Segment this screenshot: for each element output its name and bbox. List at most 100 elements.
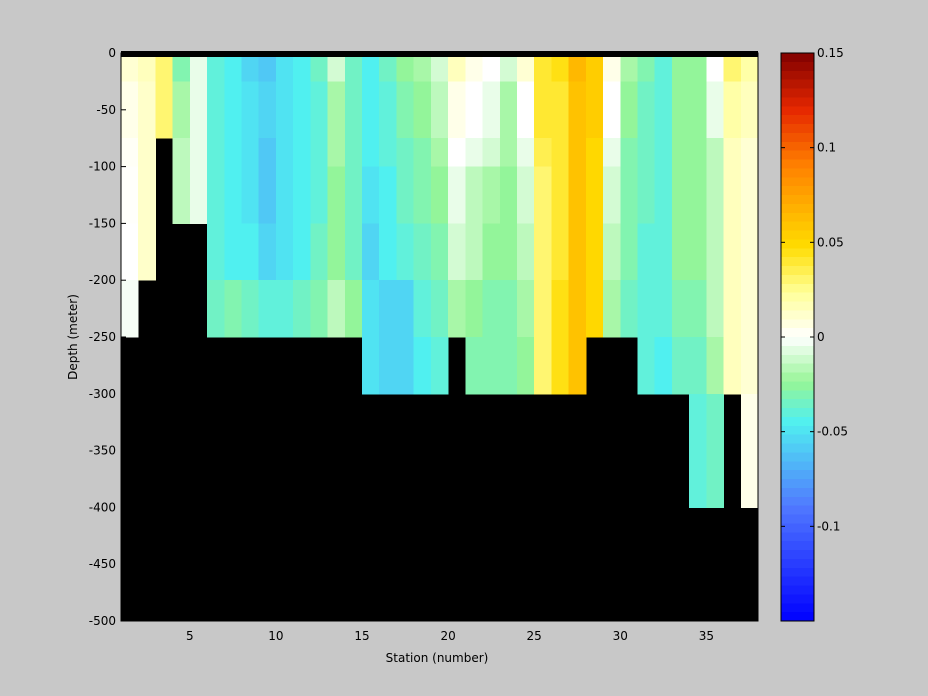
heatmap-cell [585,166,604,224]
colorbar-swatch [781,416,814,427]
colorbar-swatch [781,434,814,444]
heatmap-cell [224,58,243,82]
heatmap-cell [241,166,260,224]
heatmap-cell [585,58,604,82]
heatmap-cell [327,223,346,281]
heatmap-cell [138,58,156,82]
heatmap-cell [344,223,363,281]
colorbar-swatch [781,594,814,604]
heatmap-cell [258,58,277,82]
colorbar-swatch [781,550,814,560]
heatmap-cell [189,81,208,139]
heatmap-cell [258,81,277,139]
heatmap-cell [551,223,570,281]
heatmap-cell [310,58,329,82]
colorbar-swatch [781,168,814,178]
heatmap-cell [121,280,139,338]
heatmap-cell [551,337,570,395]
colorbar-swatch [781,97,814,107]
heatmap-cell [620,223,638,281]
heatmap-cell [740,337,759,395]
heatmap-cell [723,223,742,281]
colorbar-tick-label: -0.1 [817,519,840,533]
colorbar-swatch [781,292,814,302]
colorbar-swatch [781,381,814,391]
x-tick-label: 25 [527,629,542,643]
y-tick-label: -350 [89,444,116,458]
colorbar-tick-label: 0.05 [817,235,844,249]
heatmap-cell [465,138,484,168]
colorbar-swatch [781,266,814,276]
heatmap-cell [413,337,432,395]
heatmap-cell [207,280,225,338]
heatmap-cell [362,337,380,395]
heatmap-cell [362,58,380,82]
y-tick-label: -250 [89,330,116,344]
heatmap-cell [430,58,449,82]
heatmap-cell [275,81,294,139]
heatmap-cell [740,223,759,281]
colorbar-swatch [781,363,814,373]
heatmap-cell [499,337,518,395]
heatmap-cell [654,58,673,82]
heatmap-cell [207,58,225,82]
heatmap-cell [620,81,638,139]
heatmap-cell [189,138,208,168]
heatmap-cell [293,223,311,281]
colorbar-swatch [781,115,814,125]
heatmap-cell [654,223,673,281]
heatmap-cell [603,81,621,139]
heatmap-cell [465,166,484,224]
heatmap-cell [430,223,449,281]
colorbar-swatch [781,132,814,143]
heatmap-cell [534,337,552,395]
heatmap-cell [706,138,725,168]
heatmap-cell [448,58,466,82]
colorbar-swatch [781,257,814,267]
y-tick-label: -150 [89,216,116,230]
heatmap-cell [413,280,432,338]
heatmap-cell [448,280,466,338]
heatmap-cell [482,166,501,224]
heatmap-cell [241,58,260,82]
heatmap-cell [172,166,191,224]
heatmap-cell [362,223,380,281]
colorbar-swatch [781,283,814,294]
colorbar-tick-label: 0.15 [817,46,844,60]
heatmap-cell [138,223,156,281]
heatmap-cell [396,337,415,395]
heatmap-cell [740,138,759,168]
heatmap-cell [310,138,329,168]
colorbar-swatch [781,159,814,169]
heatmap-cell [499,138,518,168]
heatmap-cell [293,58,311,82]
heatmap-cell [344,138,363,168]
y-tick-label: -50 [96,103,116,117]
heatmap-cell [310,166,329,224]
heatmap-cell [551,166,570,224]
colorbar-swatch [781,141,814,152]
heatmap-cell [396,280,415,338]
colorbar-tick-label: 0.1 [817,141,836,155]
heatmap-cell [310,223,329,281]
colorbar-swatch [781,328,814,338]
heatmap-cell [723,58,742,82]
colorbar-swatch [781,479,814,489]
y-tick-label: -200 [89,273,116,287]
heatmap-cell [241,280,260,338]
heatmap-cell [413,58,432,82]
heatmap-cell [551,280,570,338]
heatmap-cell [413,81,432,139]
heatmap-cell [603,138,621,168]
heatmap-cell [671,58,690,82]
colorbar-swatch [781,487,814,498]
colorbar-swatch [781,408,814,418]
heatmap-cell [654,166,673,224]
heatmap-cell [706,337,725,395]
heatmap-cell [568,81,587,139]
heatmap-cell [482,337,501,395]
heatmap-cell [568,166,587,224]
heatmap-cell [224,166,243,224]
heatmap-cell [637,166,656,224]
heatmap-cell [310,81,329,139]
